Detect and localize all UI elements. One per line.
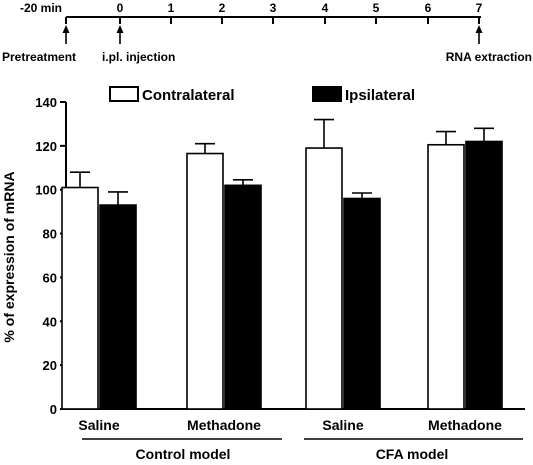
x-tick-label: Saline [78, 417, 119, 433]
legend: Contralateral Ipsilateral [109, 86, 415, 104]
timeline-tick-label: 2 [219, 1, 226, 15]
rna-extraction-label: RNA extraction [446, 50, 532, 64]
bar-ipsilateral [99, 204, 137, 410]
bar-ipsilateral [343, 197, 381, 410]
timeline-arrow-head [116, 25, 124, 33]
pretreatment-label: Pretreatment [2, 50, 76, 64]
timeline-arrows [62, 25, 483, 44]
group-label: CFA model [376, 446, 449, 462]
y-tick-label: 100 [35, 183, 57, 198]
timeline-arrow-head [62, 25, 70, 33]
legend-swatch-contralateral [109, 86, 139, 102]
y-tick-label: 120 [35, 139, 57, 154]
x-tick-label: Methadone [428, 417, 502, 433]
bar-contralateral [61, 186, 99, 410]
timeline: -20 min 0 1 2 3 4 5 6 7 Pretreatment i.pl. injec… [2, 1, 532, 64]
y-tick-label: 140 [35, 95, 57, 110]
timeline-tick-label: 1 [168, 1, 175, 15]
timeline-tick-label: 6 [425, 1, 432, 15]
y-tick-label: 40 [43, 314, 57, 329]
bar-contralateral [186, 152, 224, 410]
y-tick-label: 80 [43, 227, 57, 242]
y-tick-label: 20 [43, 358, 57, 373]
bar-contralateral [305, 147, 343, 410]
y-tick-label: 0 [50, 402, 57, 417]
y-ticks: 0 20 40 60 80 100 120 140 [35, 95, 66, 417]
y-axis-label: % of expression of mRNA [1, 171, 17, 342]
timeline-tick-label: -20 min [20, 1, 62, 15]
x-tick-label: Methadone [187, 417, 261, 433]
x-tick-label: Saline [322, 417, 363, 433]
timeline-tick-label: 3 [270, 1, 277, 15]
timeline-tick-label: 7 [476, 1, 483, 15]
bar-contralateral [427, 143, 465, 410]
timeline-tick-label: 4 [322, 1, 329, 15]
legend-label-ipsilateral: Ipsilateral [345, 87, 415, 104]
bars [61, 118, 503, 410]
legend-label-contralateral: Contralateral [142, 87, 235, 104]
x-labels: Saline Methadone Saline Methadone [78, 417, 502, 433]
bar-ipsilateral [465, 140, 503, 410]
timeline-tick-label: 5 [373, 1, 380, 15]
timeline-ticks: -20 min 0 1 2 3 4 5 6 7 [20, 1, 483, 24]
group-labels: Control model CFA model [82, 438, 523, 462]
y-tick-label: 60 [43, 270, 57, 285]
timeline-tick-label: 0 [117, 1, 124, 15]
injection-label: i.pl. injection [102, 50, 175, 64]
legend-swatch-ipsilateral [312, 86, 342, 102]
timeline-arrow-head [475, 25, 483, 33]
group-label: Control model [136, 446, 231, 462]
bar-ipsilateral [224, 184, 262, 410]
